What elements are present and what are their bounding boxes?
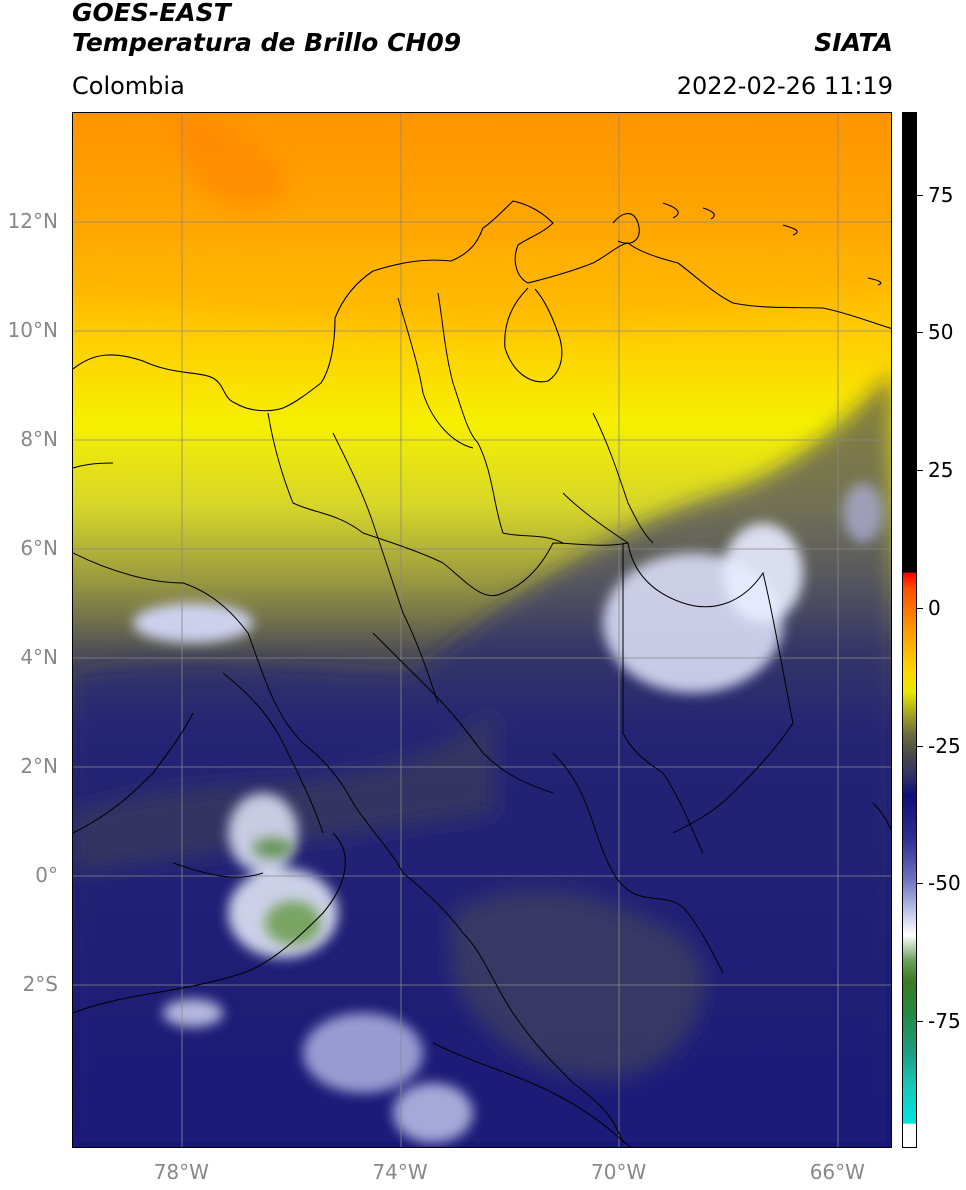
colorbar-tick-mark bbox=[917, 883, 923, 885]
colorbar-tick-label: 25 bbox=[928, 458, 954, 483]
longitude-label: 78°W bbox=[153, 1160, 209, 1184]
institution-label: SIATA bbox=[814, 28, 893, 57]
coldest-cloud-tops bbox=[253, 838, 321, 945]
datetime-label: 2022-02-26 11:19 bbox=[676, 72, 893, 100]
colorbar bbox=[902, 112, 917, 1148]
colorbar-tick-mark bbox=[917, 607, 923, 609]
latitude-label: 8°N bbox=[20, 427, 58, 452]
latitude-label: 2°S bbox=[22, 972, 58, 997]
latitude-label: 6°N bbox=[20, 536, 58, 561]
latitude-label: 10°N bbox=[7, 318, 58, 343]
colorbar-tick-label: -25 bbox=[928, 733, 961, 758]
colorbar-tick-mark bbox=[917, 332, 923, 334]
map-canvas bbox=[73, 113, 891, 1147]
latitude-label: 2°N bbox=[20, 754, 58, 779]
colorbar-tick-mark bbox=[917, 470, 923, 472]
latitude-label: 4°N bbox=[20, 645, 58, 670]
colorbar-tick-mark bbox=[917, 194, 923, 196]
product-title: Temperatura de Brillo CH09 bbox=[72, 28, 462, 57]
colorbar-tick-label: -50 bbox=[928, 871, 961, 896]
admin-borders bbox=[73, 292, 794, 1147]
colorbar-tick-label: 75 bbox=[928, 182, 954, 207]
latitude-label: 0° bbox=[35, 863, 58, 888]
satellite-map bbox=[72, 112, 892, 1148]
colorbar-tick-mark bbox=[917, 1021, 923, 1023]
longitude-label: 66°W bbox=[809, 1160, 865, 1184]
satellite-title: GOES-EAST bbox=[72, 0, 231, 27]
longitude-label: 74°W bbox=[372, 1160, 428, 1184]
region-label: Colombia bbox=[72, 72, 185, 100]
latitude-label: 12°N bbox=[7, 209, 58, 234]
longitude-label: 70°W bbox=[591, 1160, 647, 1184]
colorbar-tick-mark bbox=[917, 745, 923, 747]
colorbar-tick-label: -75 bbox=[928, 1009, 961, 1034]
colorbar-tick-label: 50 bbox=[928, 320, 954, 345]
colorbar-tick-label: 0 bbox=[928, 595, 941, 620]
graticule bbox=[73, 113, 891, 1147]
coastlines bbox=[73, 200, 891, 1014]
